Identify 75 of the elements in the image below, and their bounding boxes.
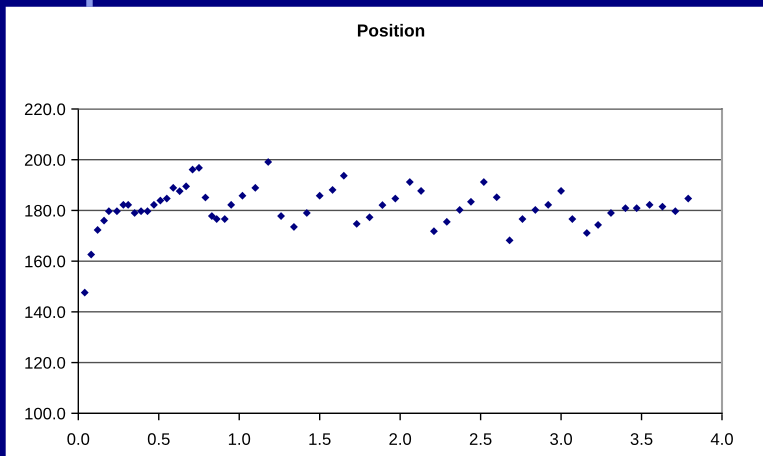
point [607,209,615,217]
point [430,227,438,236]
point [195,164,203,172]
point [156,196,164,204]
x-tick-label: 0.5 [148,433,170,445]
y-tick-label: 140.0 [25,306,66,318]
y-tick-label: 100.0 [25,408,66,420]
point [594,220,602,229]
point [182,182,190,190]
point [137,207,145,216]
point [417,186,425,195]
point [506,236,514,244]
point [340,172,348,180]
point [144,207,152,216]
point [80,288,89,297]
point [456,206,464,214]
point [220,215,229,223]
x-tick-label: 3.0 [550,433,572,445]
point [150,200,158,209]
x-tick-label: 2.0 [389,433,412,445]
point [671,207,680,216]
chart-title: Position [358,24,424,37]
x-tick-label: 2.5 [470,433,492,445]
point [582,229,591,237]
point [277,212,285,220]
point [406,178,414,186]
point [104,207,113,216]
point [227,200,236,209]
y-tick-label: 160.0 [25,256,66,268]
point [212,215,221,223]
point [366,213,374,222]
point [442,218,451,226]
point [202,194,210,202]
x-tick-label: 0.0 [67,433,90,445]
point [316,192,324,200]
point [169,184,178,192]
point [352,220,361,228]
point [130,209,139,217]
point [646,200,654,209]
y-tick-label: 220.0 [24,103,66,116]
point [684,194,692,202]
point [94,226,102,234]
point [531,206,540,214]
point [518,215,526,223]
point [264,158,272,166]
point [328,186,336,194]
y-tick-label: 180.0 [25,204,66,217]
point [208,212,216,220]
x-tick-label: 1.5 [309,433,331,445]
point [378,201,386,210]
point [391,194,400,202]
point [492,193,501,202]
point [251,184,260,192]
point [87,250,96,258]
point [544,200,552,209]
y-tick-label: 200.0 [24,154,66,166]
point [302,209,311,217]
y-tick-label: 120.0 [25,356,66,369]
point [100,216,108,225]
point [112,207,121,216]
point [568,215,576,223]
point [188,166,196,174]
point [557,186,566,195]
point [238,192,246,200]
point [290,222,298,231]
point [658,202,666,211]
x-tick-label: 3.5 [630,433,652,445]
x-tick-label: 4.0 [710,433,733,445]
point [632,204,641,212]
point [176,187,184,196]
point [467,198,475,206]
point [622,204,630,212]
point [480,178,488,186]
x-tick-label: 1.0 [228,433,250,445]
point [162,194,171,202]
